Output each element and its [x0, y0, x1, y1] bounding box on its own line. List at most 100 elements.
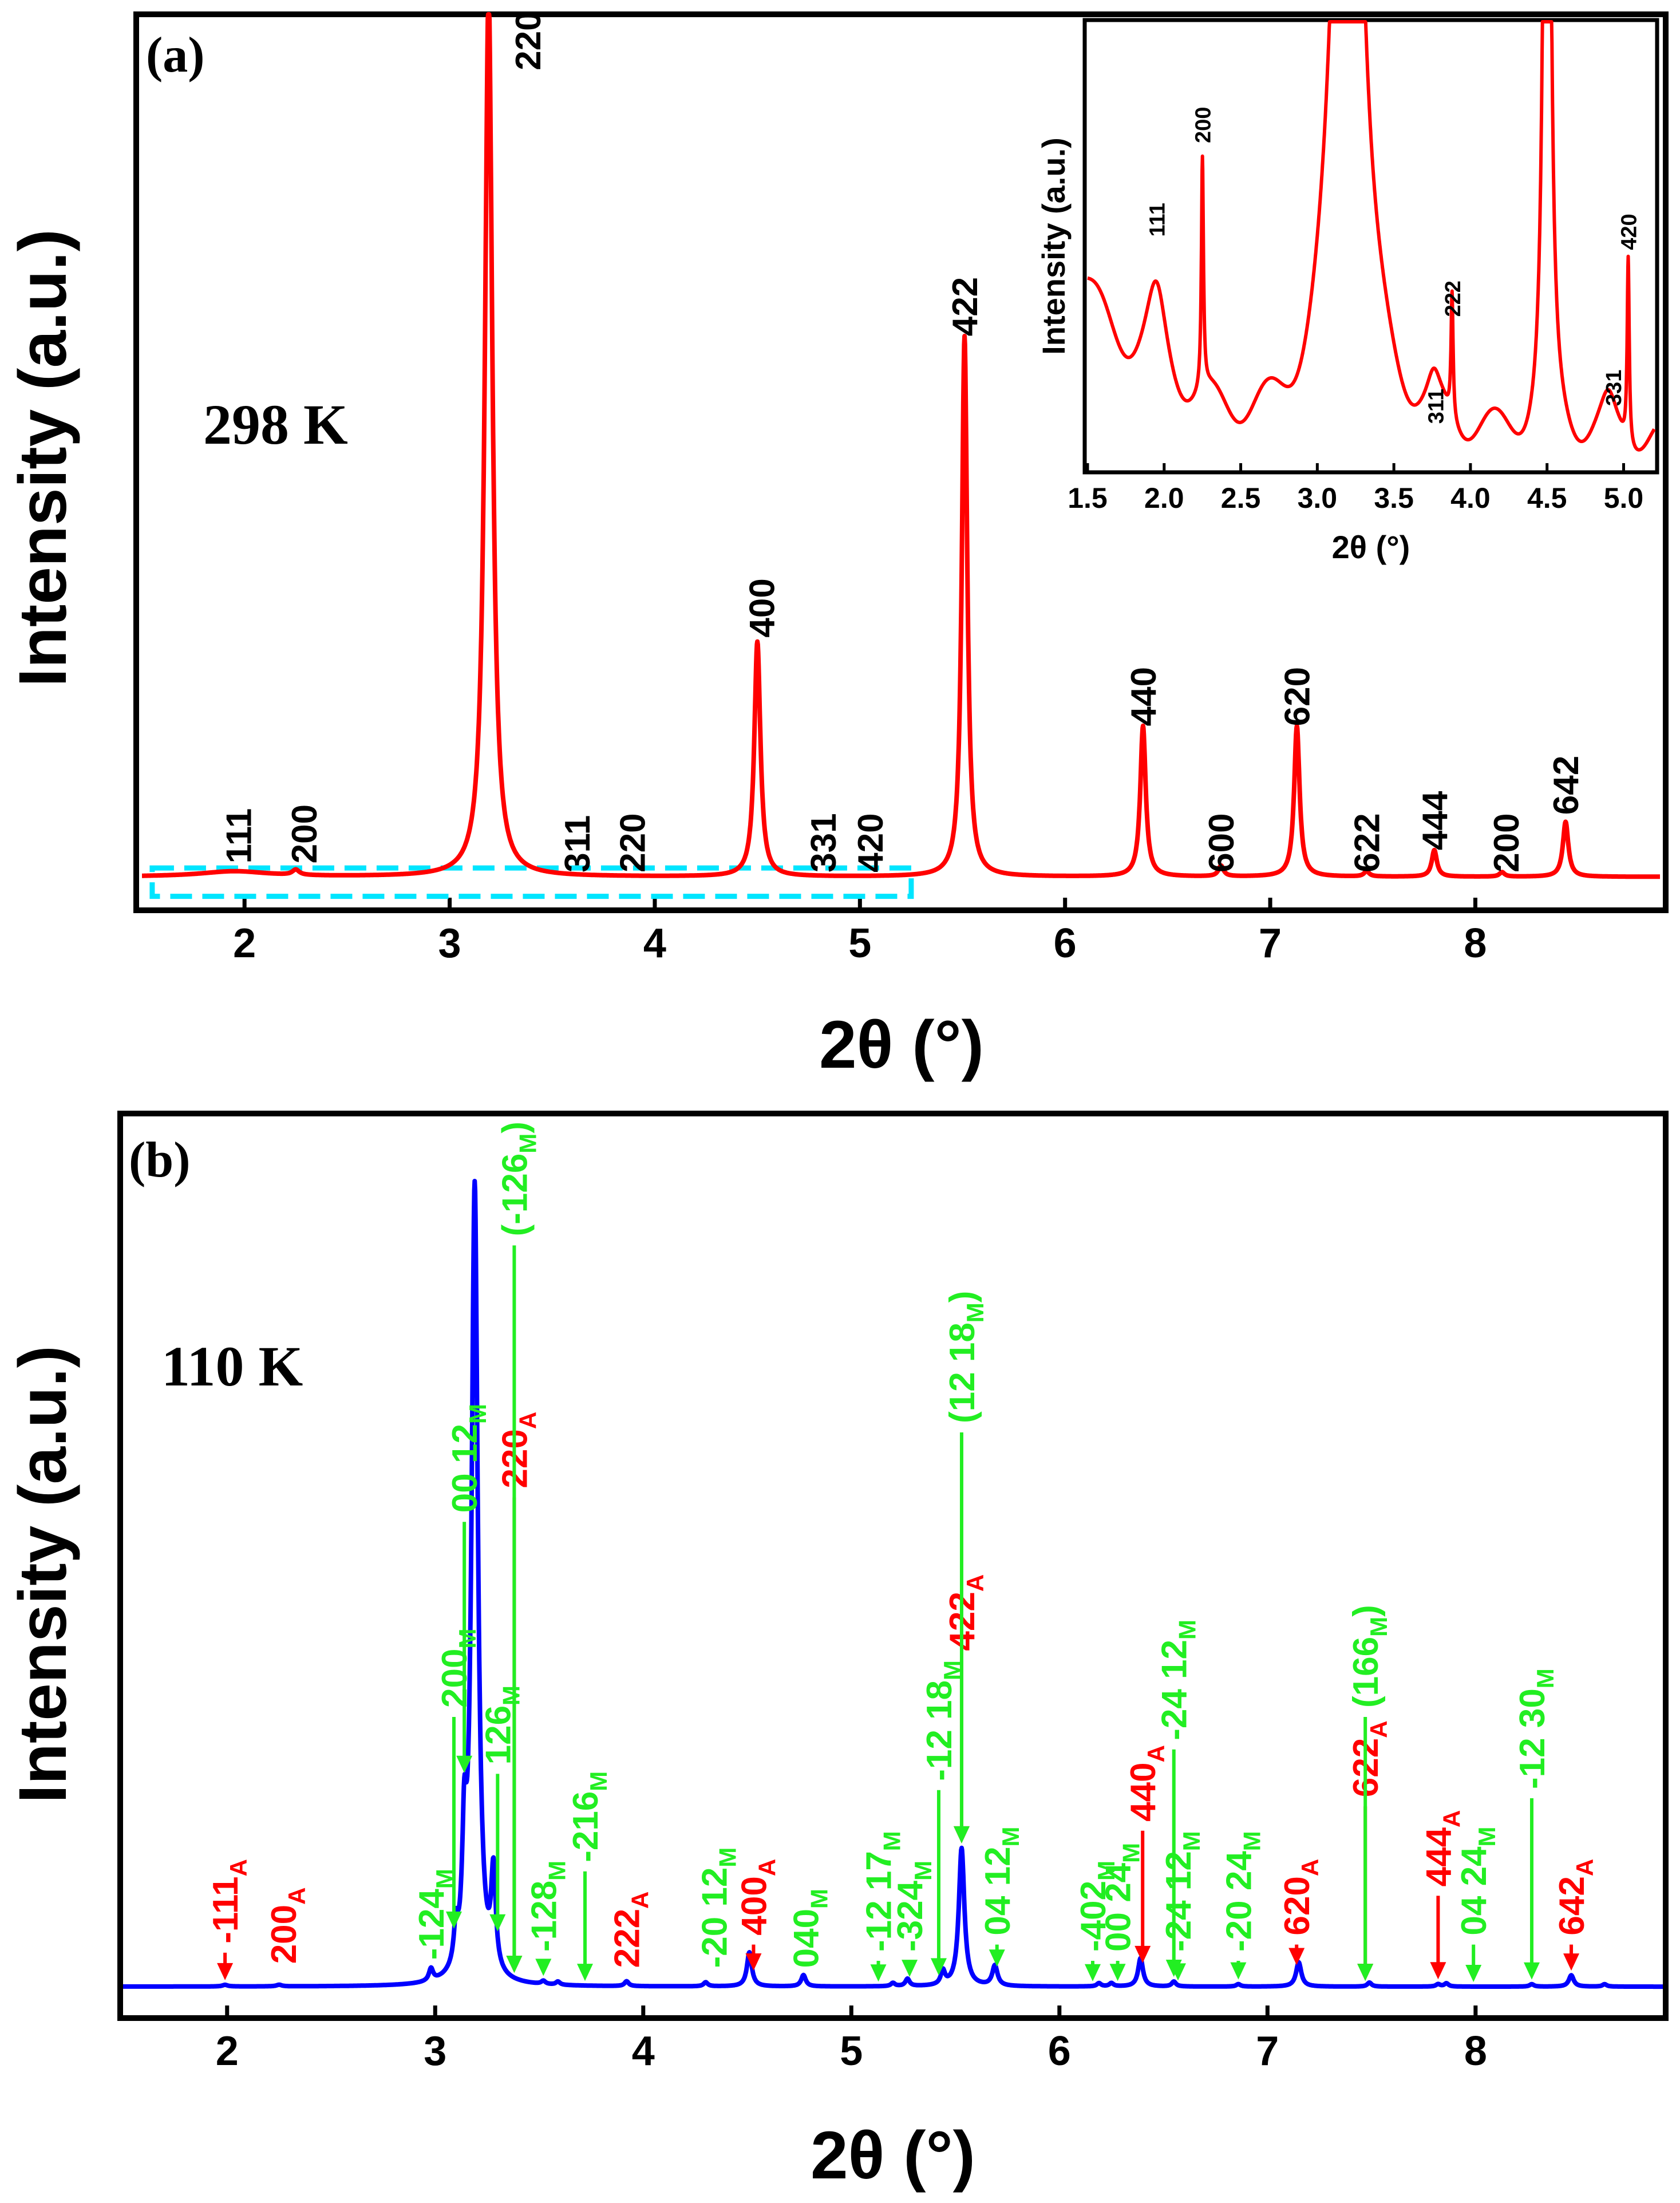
panel-a-peak-labels: 111 200 220 311 220 400 331 420 422 440 600 620 622 4… [219, 11, 1586, 872]
peak-marker-arrowhead [445, 1911, 462, 1929]
inset-peak-label: 111 [1145, 203, 1169, 236]
panel-b-peak-label: -216M [566, 1771, 612, 1862]
panel-a-peak-label: 200 [1487, 813, 1527, 872]
panel-b-tick-label: 5 [840, 2028, 863, 2074]
zoom-region-box [149, 865, 914, 899]
panel-a-zoom-box [149, 865, 914, 899]
panel-b-peak-label: 400A [734, 1859, 780, 1936]
panel-a-peak-label: 642 [1547, 756, 1586, 815]
peak-marker-arrowhead [1288, 1948, 1305, 1965]
peak-marker-arrowhead [1563, 1953, 1580, 1971]
inset-tick-label: 4.5 [1527, 482, 1567, 514]
panel-a-peak-label: 311 [558, 815, 598, 872]
peak-marker-arrowhead [1084, 1964, 1101, 1981]
panel-a-temperature: 298 K [203, 393, 348, 456]
inset-peak-label: 420 [1618, 214, 1642, 250]
panel-b-tick-label: 3 [424, 2028, 446, 2074]
panel-b-peak-label: 200A [264, 1888, 310, 1964]
panel-b-xrd-curve [121, 1179, 1665, 1989]
panel-a-tick-label: 4 [643, 921, 666, 966]
panel-b-tick-label: 8 [1464, 2028, 1487, 2074]
peak-marker-arrowhead [535, 1959, 552, 1976]
panel-a-peak-label: 620 [1278, 667, 1318, 726]
inset-y-axis-label: Intensity (a.u.) [1035, 137, 1072, 355]
panel-b-peak-label: (-126M) [495, 1122, 541, 1236]
inset-peak-labels: 111 200 222 311 331 420 [1145, 107, 1641, 424]
peak-marker-arrowhead [989, 1949, 1005, 1967]
panel-b-peak-label: 620A [1278, 1859, 1323, 1936]
peak-marker-arrowhead [930, 1958, 947, 1976]
panel-b-peak-label: -324M [891, 1861, 936, 1952]
inset-peak-label: 331 [1602, 370, 1626, 406]
panel-a-peak-label: 420 [851, 813, 891, 872]
panel-b-peak-label: -20 24M [1219, 1831, 1265, 1952]
panel-b-peak-label: 444A [1419, 1810, 1465, 1887]
peak-marker-arrowhead [217, 1963, 234, 1980]
panel-a-peak-label: 622 [1348, 813, 1388, 872]
panel-b-x-ticks: 2 3 4 5 6 7 8 [216, 2005, 1487, 2074]
panel-b-temperature: 110 K [161, 1335, 303, 1398]
panel-b-x-axis-label: 2θ (°) [811, 2118, 975, 2193]
peak-marker-arrowhead [506, 1956, 523, 1973]
panel-b-peak-label: -24 12M [1159, 1831, 1205, 1952]
panel-b-peak-label: 00 12M [445, 1404, 491, 1513]
inset-frame [1082, 18, 1659, 475]
inset-x-axis-label: 2θ (°) [1332, 529, 1410, 565]
peak-marker-arrowhead [489, 1914, 506, 1932]
inset-xrd-curve [1086, 20, 1656, 452]
panel-a-peak-label: 111 [219, 808, 259, 864]
inset-tick-label: 5.0 [1604, 482, 1644, 514]
panel-b-peak-label: 126M [479, 1685, 524, 1764]
inset-tick-label: 2.0 [1144, 482, 1184, 514]
panel-a-peak-label: 600 [1202, 813, 1242, 872]
panel-b-y-axis-label: Intensity (a.u.) [5, 1345, 81, 1803]
panel-a-tick-label: 8 [1464, 921, 1487, 966]
peak-marker-arrowhead [870, 1964, 887, 1982]
panel-b-peak-label: -12 30M [1513, 1668, 1559, 1789]
inset-tick-label: 3.0 [1298, 482, 1338, 514]
inset-peak-label: 200 [1192, 107, 1216, 143]
panel-a-label: (a) [146, 27, 205, 83]
panel-b-peak-label: 040M [786, 1889, 832, 1968]
panel-b-peak-label: -12 17M [860, 1831, 906, 1952]
panel-b-peak-label: 04 12M [978, 1826, 1024, 1935]
panel-a-peak-label: 220 [614, 813, 653, 872]
panel-b-peak-label: -128M [524, 1861, 570, 1952]
panel-b-peak-label: -24 12M [1155, 1620, 1201, 1740]
inset-tick-label: 2.5 [1221, 482, 1261, 514]
peak-marker-arrowhead [1109, 1964, 1126, 1981]
panel-b-peak-label: 222A [608, 1892, 654, 1968]
inset-x-ticks: 1.5 2.0 2.5 3.0 3.5 4.0 4.5 5.0 [1068, 463, 1643, 514]
panel-a-inset: 1.5 2.0 2.5 3.0 3.5 4.0 4.5 5.0 111 200 222 311 331… [1035, 18, 1659, 565]
panel-b-peak-label: -111A [206, 1859, 252, 1944]
panel-a-tick-label: 3 [438, 921, 461, 966]
panel-b-peak-label: 00 24M [1099, 1843, 1145, 1952]
panel-b-peak-label: 04 24M [1454, 1826, 1500, 1935]
peak-marker-arrowhead [1230, 1962, 1247, 1980]
peak-marker-arrowhead [953, 1826, 970, 1843]
panel-b-tick-label: 7 [1256, 2028, 1279, 2074]
panel-b-peak-label: (12 18M) [943, 1291, 989, 1423]
panel-a-plot-frame [133, 11, 1669, 913]
panel-b-peak-label: (166M) [1346, 1605, 1392, 1708]
panel-a-peak-label: 422 [946, 277, 985, 336]
panel-a-tick-label: 7 [1259, 921, 1282, 966]
panel-a-xrd-curve [140, 12, 1662, 879]
peak-marker-arrowhead [1357, 1964, 1374, 1981]
panel-a-peak-label: 440 [1124, 667, 1164, 726]
panel-b-peak-label: 440A [1124, 1745, 1169, 1822]
panel-a-peak-label: 220 [509, 11, 548, 70]
panel-a-peak-label: 331 [804, 813, 844, 872]
peak-marker-arrowhead [745, 1953, 762, 1971]
inset-peak-label: 222 [1441, 281, 1465, 317]
inset-background [1085, 20, 1657, 472]
panel-b-peak-label: 200M [435, 1629, 481, 1708]
panel-a-tick-label: 5 [848, 921, 871, 966]
panel-b-plot-frame [117, 1111, 1669, 2021]
peak-marker-arrowhead [1523, 1962, 1540, 1980]
panel-a-x-ticks: 2 3 4 5 6 7 8 [233, 898, 1487, 966]
panel-a-y-axis-label: Intensity (a.u.) [5, 229, 81, 687]
